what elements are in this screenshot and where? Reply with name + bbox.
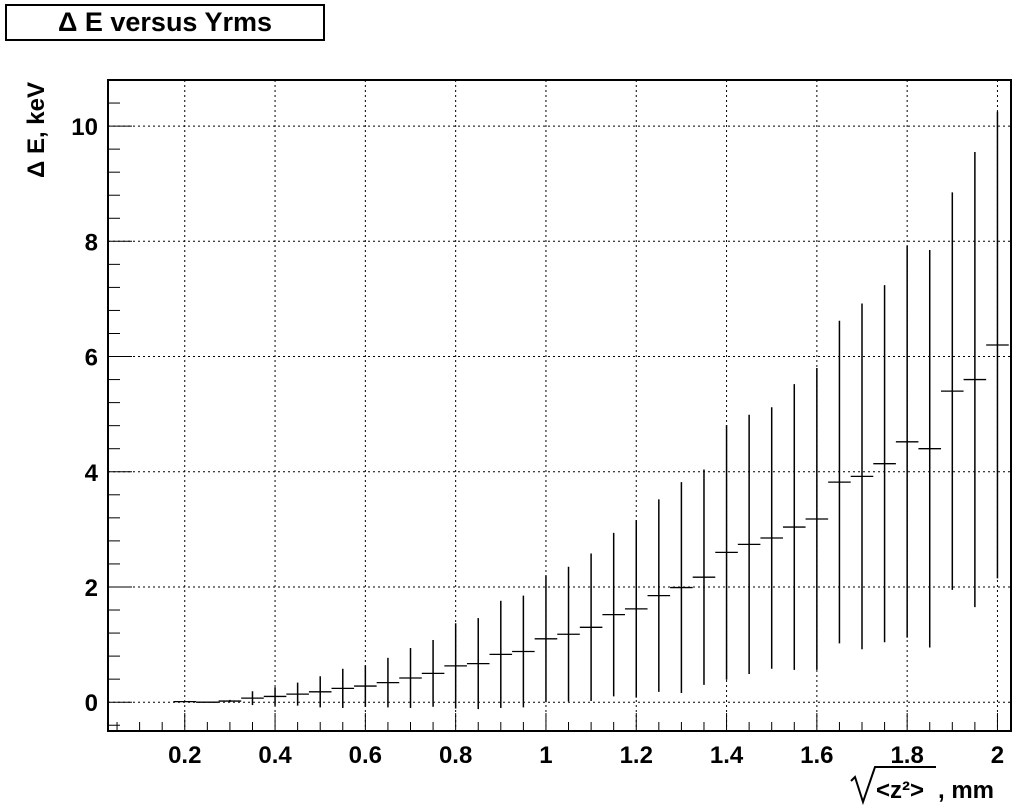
data-points	[173, 111, 1009, 710]
x-tick-label: 0.4	[258, 742, 292, 769]
x-tick-label: 0.8	[439, 742, 472, 769]
chart-title-box: Δ E versus Yrms	[5, 4, 325, 41]
x-tick-label: 0.2	[168, 742, 201, 769]
x-axis-title: <z²> , mm	[850, 766, 994, 806]
x-axis-title-radicand: <z²>	[876, 777, 924, 804]
y-tick-label: 8	[85, 229, 98, 256]
x-tick-label: 1.6	[800, 742, 833, 769]
x-axis-title-unit: , mm	[938, 777, 994, 804]
y-tick-label: 2	[85, 575, 98, 602]
x-tick-label: 2	[991, 742, 1004, 769]
x-tick-label: 1.8	[890, 742, 923, 769]
y-tick-label: 6	[85, 345, 98, 372]
y-tick-label: 0	[85, 690, 98, 717]
sqrt-sign	[850, 766, 936, 806]
grid-lines	[108, 80, 1011, 731]
y-tick-label: 10	[71, 114, 98, 141]
y-tick-label: 4	[85, 460, 99, 487]
axis-ticks	[108, 79, 998, 731]
chart-title: Δ E versus Yrms	[57, 7, 273, 37]
x-tick-label: 1	[539, 742, 552, 769]
y-axis-title: Δ E, keV	[23, 82, 50, 178]
x-tick-label: 1.4	[710, 742, 744, 769]
plot-frame	[107, 79, 1012, 732]
x-tick-label: 1.2	[620, 742, 653, 769]
x-tick-label: 0.6	[349, 742, 382, 769]
tick-labels: 0.2 0.4 0.6 0.8 1 1.2 1.4 1.6 1.8 2 0 2 4 6 8 10	[71, 114, 1004, 769]
